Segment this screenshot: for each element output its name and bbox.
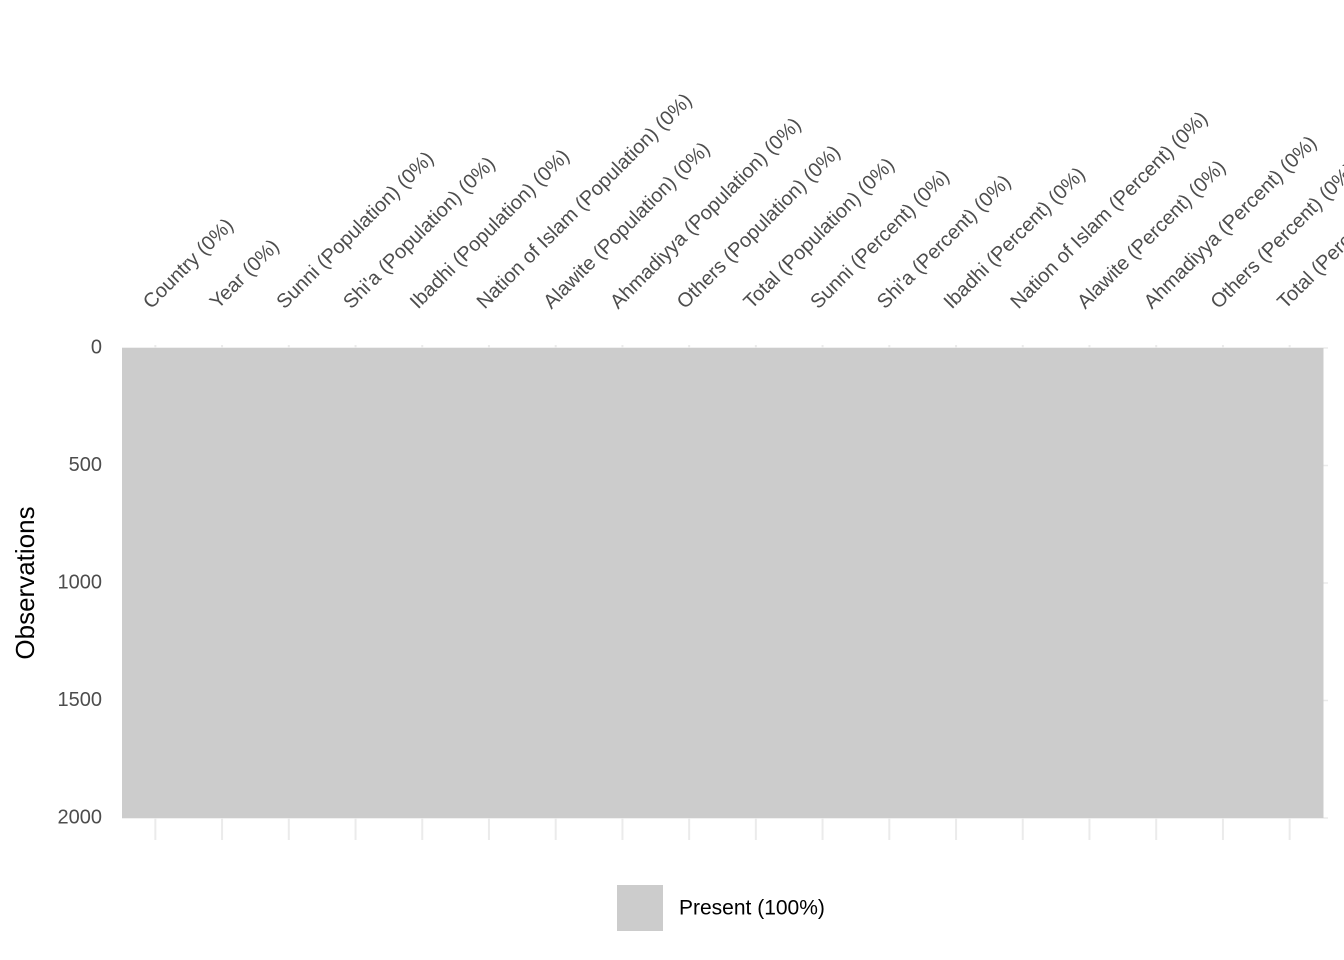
present-cell	[989, 348, 1057, 818]
present-cell	[255, 348, 323, 818]
present-cell	[1122, 348, 1191, 818]
y-axis-title: Observations	[10, 506, 40, 659]
present-cell	[1189, 348, 1257, 818]
present-cell	[1056, 348, 1124, 818]
y-tick-label: 500	[69, 454, 102, 476]
present-cell	[455, 348, 523, 818]
present-cell	[655, 348, 723, 818]
legend-label: Present (100%)	[679, 897, 825, 920]
present-cell	[1256, 348, 1324, 818]
present-cell	[922, 348, 990, 818]
present-cell	[188, 348, 256, 818]
present-cell	[855, 348, 924, 818]
present-cell	[522, 348, 590, 818]
y-tick-label: 0	[91, 336, 102, 358]
present-cell	[589, 348, 657, 818]
present-cell	[388, 348, 457, 818]
y-tick-label: 2000	[58, 806, 103, 828]
legend-swatch	[617, 885, 663, 931]
y-tick-label: 1000	[58, 571, 103, 593]
present-cell	[122, 348, 190, 818]
present-cell	[722, 348, 790, 818]
present-cell	[789, 348, 857, 818]
y-tick-label: 1500	[58, 689, 103, 711]
present-cell	[322, 348, 390, 818]
